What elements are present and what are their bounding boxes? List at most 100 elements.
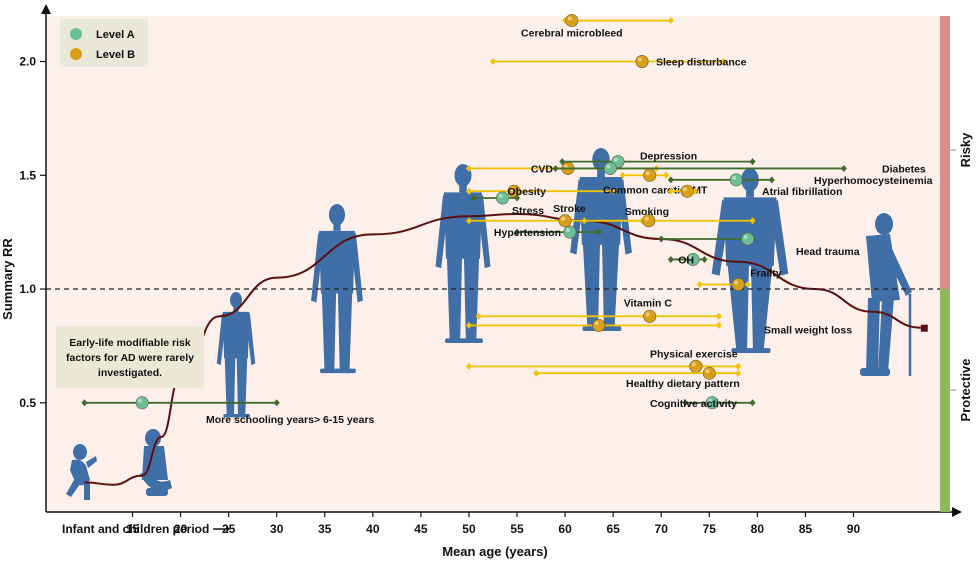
cognitive-activity-point-highlight xyxy=(708,398,713,403)
protective-label: Protective xyxy=(958,359,973,422)
axes: 0.5 1.0 1.5 2.0 15 20 25 30 35 40 45 50 55 60 65 70 75 80… xyxy=(19,4,962,536)
vitamin-c-label: Vitamin C xyxy=(624,297,673,309)
smoking-ci-high xyxy=(749,217,756,225)
infant-arm xyxy=(86,456,97,468)
hypertension-ci-high xyxy=(595,228,602,236)
x-tick-label-3: 30 xyxy=(270,522,284,536)
point-more-schooling-years-6-15-years: More schooling years> 6-15 years xyxy=(81,396,375,426)
older-adult-silhouette-torso xyxy=(723,197,777,266)
child-silhouette-feet xyxy=(223,414,250,418)
oh-point-highlight xyxy=(688,255,693,260)
point-oh: OH xyxy=(667,252,708,266)
legend: Level A Level B xyxy=(60,19,148,67)
sleep-disturbance-label: Sleep disturbance xyxy=(656,57,747,69)
small-weight-loss-ci-low xyxy=(465,321,472,329)
cvd-ci-low xyxy=(465,164,472,172)
stroke-label: Stroke xyxy=(553,203,586,215)
x-tick-label-0: 15 xyxy=(126,522,140,536)
older-adult-silhouette-feet xyxy=(731,348,771,354)
cerebral-microbleed-ci-high xyxy=(667,17,674,25)
x-axis-title: Mean age (years) xyxy=(442,544,548,559)
vitamin-c-point xyxy=(643,309,657,323)
oh-point xyxy=(686,252,700,266)
infant-leg-left xyxy=(66,480,80,497)
child-silhouette-left-arm xyxy=(216,313,227,365)
teen-silhouette-right-arm xyxy=(350,232,363,303)
small-weight-loss-point xyxy=(592,318,606,332)
child-silhouette-right-leg xyxy=(236,356,248,416)
stress-ci-low xyxy=(470,194,477,202)
common-carotid-imt-ci-low xyxy=(619,171,626,179)
x-axis-infant-period-label: Infant and children period ⟶ xyxy=(62,522,230,536)
risky-label: Risky xyxy=(958,132,973,167)
child-silhouette-right-arm xyxy=(245,313,256,365)
stress-ci-high xyxy=(514,194,521,202)
diabetes-label: Diabetes xyxy=(882,163,926,175)
y-axis-title: Summary RR xyxy=(0,238,15,320)
frailty-ci-low xyxy=(696,280,703,288)
physical-exercise-label: Physical exercise xyxy=(650,348,738,360)
head-trauma-ci-low xyxy=(658,235,665,243)
side-bars xyxy=(940,16,956,512)
common-carotid-imt-point xyxy=(643,168,657,182)
diabetes-ci-high xyxy=(840,164,847,172)
point-small-weight-loss: Small weight loss xyxy=(465,318,852,336)
point-atrial-fibrillation: Atrial fibrillation xyxy=(667,184,843,198)
infant-head xyxy=(73,444,87,460)
note-text: Early-life modifiable risk factors for AD… xyxy=(66,337,194,379)
elderly-arm xyxy=(884,240,912,296)
head-trauma-point-highlight xyxy=(743,234,748,239)
healthy-dietary-pattern-point xyxy=(702,366,716,380)
note-background xyxy=(56,326,204,388)
cerebral-microbleed-point-highlight xyxy=(567,16,572,21)
vitamin-c-ci-high xyxy=(715,312,722,320)
atrial-fibrillation-point xyxy=(680,184,694,198)
frailty-point xyxy=(731,277,745,291)
cvd-point-highlight xyxy=(563,164,568,169)
hyperhomocysteinemia-label: Hyperhomocysteinemia xyxy=(814,175,933,187)
plot-background xyxy=(46,16,940,512)
child-silhouette-torso xyxy=(222,311,250,359)
note-box: Early-life modifiable risk factors for AD… xyxy=(56,326,204,388)
sleep-disturbance-ci-low xyxy=(490,58,496,66)
healthy-dietary-pattern-ci-high xyxy=(735,369,742,377)
point-vitamin-c: Vitamin C xyxy=(475,297,722,323)
frailty-point-highlight xyxy=(734,280,739,285)
point-smoking: Smoking xyxy=(581,206,756,228)
depression-label: Depression xyxy=(640,151,697,163)
healthy-dietary-pattern-label: Healthy dietary pattern xyxy=(626,378,740,390)
y-tick-label-0: 0.5 xyxy=(19,396,36,410)
older-adult-silhouette-neck xyxy=(746,189,754,198)
more-schooling-years-6-15-years-ci-high xyxy=(273,399,280,407)
more-schooling-years-6-15-years-label: More schooling years> 6-15 years xyxy=(206,414,375,426)
adult-silhouette-right-arm xyxy=(477,194,491,269)
middle-aged-silhouette-left-leg xyxy=(582,242,601,329)
point-stress: Stress xyxy=(470,191,544,217)
physical-exercise-point xyxy=(689,359,703,373)
obesity-ci-high xyxy=(610,187,617,195)
point-diabetes: Diabetes xyxy=(552,161,926,175)
x-tick-label-15: 90 xyxy=(847,522,861,536)
y-tick-label-1: 1.0 xyxy=(19,282,36,296)
point-sleep-disturbance: Sleep disturbance xyxy=(490,55,747,69)
small-weight-loss-ci-high xyxy=(715,321,722,329)
hypertension-point xyxy=(563,225,577,239)
x-tick-label-7: 50 xyxy=(462,522,476,536)
frailty-ci-high xyxy=(744,280,751,288)
hyperhomocysteinemia-ci-low xyxy=(667,176,674,184)
point-healthy-dietary-pattern: Healthy dietary pattern xyxy=(533,366,742,390)
x-tick-label-9: 60 xyxy=(558,522,572,536)
risky-bar xyxy=(940,16,950,290)
atrial-fibrillation-point-highlight xyxy=(683,187,688,192)
child-silhouette-left-leg xyxy=(224,356,236,416)
elderly-head xyxy=(875,213,893,235)
x-tick-label-13: 80 xyxy=(751,522,765,536)
toddler-legs xyxy=(140,470,172,491)
age-curve-end-marker xyxy=(920,324,928,332)
adult-silhouette-left-leg xyxy=(446,256,463,341)
adult-silhouette-torso xyxy=(444,192,482,259)
common-carotid-imt-ci-high xyxy=(663,171,670,179)
point-head-trauma: Head trauma xyxy=(658,232,860,258)
cognitive-activity-ci-high xyxy=(749,399,756,407)
